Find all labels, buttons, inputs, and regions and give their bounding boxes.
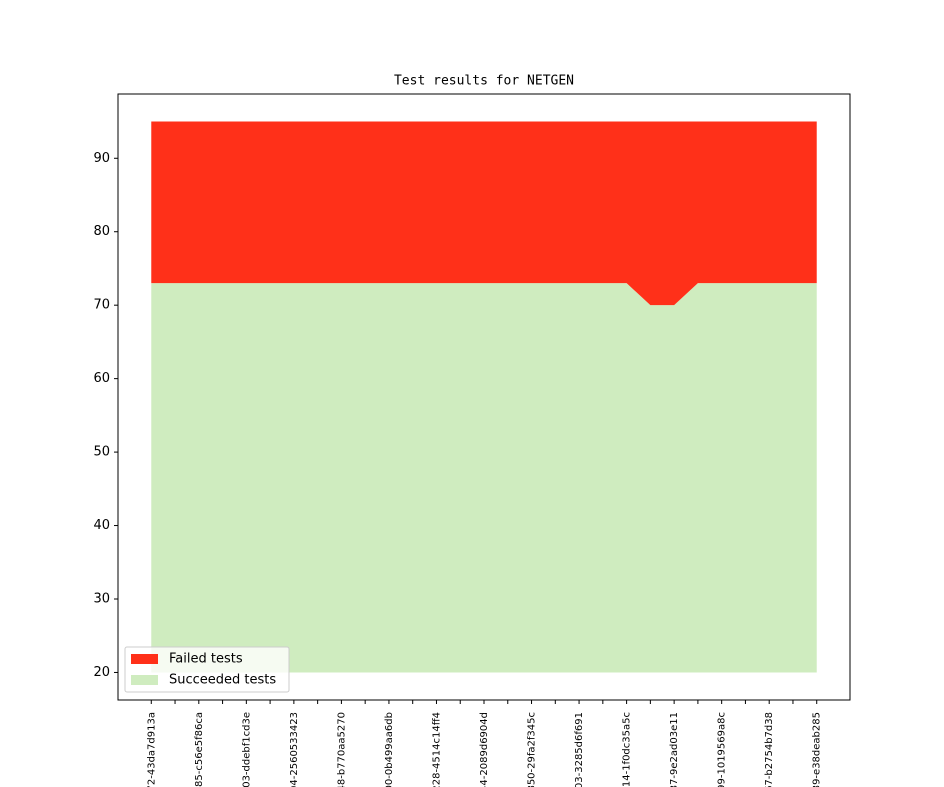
failed-area bbox=[151, 121, 817, 306]
y-tick-label: 70 bbox=[93, 298, 110, 313]
y-tick-label: 30 bbox=[93, 592, 110, 607]
y-tick-label: 40 bbox=[93, 518, 110, 533]
x-tick-label: 850-29fa2f345c bbox=[527, 712, 538, 787]
x-tick-label: 67-b2754b7d38 bbox=[764, 712, 775, 787]
legend-label: Failed tests bbox=[169, 652, 243, 667]
x-tick-label: 00-0b499aa6db bbox=[384, 712, 395, 787]
y-tick-label: 80 bbox=[93, 224, 110, 239]
x-tick-label: 48-b770aa5270 bbox=[336, 712, 347, 787]
x-tick-label: 44-2089d6904d bbox=[479, 712, 490, 787]
legend-swatch bbox=[131, 675, 158, 685]
y-tick-label: 60 bbox=[93, 371, 110, 386]
x-tick-label: 37-9e2ad03e11 bbox=[669, 712, 680, 787]
x-tick-label: 03-ddebf1cd3e bbox=[241, 712, 252, 787]
chart-title: Test results for NETGEN bbox=[394, 74, 574, 89]
x-tick-label: 228-4514c14ff4 bbox=[431, 712, 442, 787]
succeeded-area bbox=[151, 283, 817, 673]
x-tick-label: 72-43da7d913a bbox=[146, 712, 157, 787]
x-tick-label: 814-1f0dc35a5c bbox=[622, 712, 633, 787]
x-tick-label: 39-e38deab285 bbox=[812, 712, 823, 787]
x-tick-label: 03-3285d6f691 bbox=[574, 712, 585, 787]
legend-box bbox=[124, 646, 290, 693]
y-tick-label: 90 bbox=[93, 151, 110, 166]
x-tick-label: 04-2560533423 bbox=[289, 712, 300, 787]
x-tick-label: 85-c56e5f86ca bbox=[194, 712, 205, 787]
legend-swatch bbox=[131, 654, 158, 664]
y-tick-label: 50 bbox=[93, 445, 110, 460]
x-tick-label: 99-1019569a8c bbox=[717, 712, 728, 787]
legend-label: Succeeded tests bbox=[169, 673, 276, 688]
y-tick-label: 20 bbox=[93, 665, 110, 680]
